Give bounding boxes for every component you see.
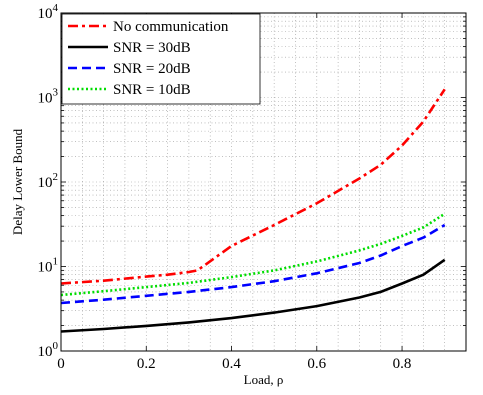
legend: No communication SNR = 30dB SNR = 20dB SNR … bbox=[61, 13, 261, 105]
x-tick-label: 0.4 bbox=[222, 356, 241, 372]
x-tick-label: 0 bbox=[57, 356, 65, 372]
y-tick-label: 103 bbox=[38, 87, 59, 107]
legend-label-1: No communication bbox=[113, 19, 229, 35]
x-tick-label: 0.2 bbox=[137, 356, 156, 372]
series-line-4 bbox=[60, 212, 446, 297]
x-tick-label: 0.8 bbox=[393, 356, 412, 372]
y-axis-label: Delay Lower Bound bbox=[10, 128, 25, 235]
x-tick-label: 0.6 bbox=[307, 356, 326, 372]
series-line-3 bbox=[60, 223, 446, 305]
tick-labels: 0 0.2 0.4 0.6 0.8 100 101 102 103 104 bbox=[38, 2, 412, 372]
legend-label-4: SNR = 10dB bbox=[113, 82, 191, 98]
y-tick-label: 104 bbox=[38, 2, 59, 22]
legend-label-3: SNR = 20dB bbox=[113, 61, 191, 77]
legend-label-2: SNR = 30dB bbox=[113, 40, 191, 56]
y-tick-label: 102 bbox=[38, 171, 59, 191]
series-line-1 bbox=[60, 88, 446, 285]
axis-ticks bbox=[60, 13, 466, 352]
series-line-2 bbox=[60, 258, 446, 333]
y-tick-label: 100 bbox=[38, 340, 59, 360]
x-axis-label: Load, ρ bbox=[244, 372, 284, 387]
series-lines bbox=[60, 88, 446, 333]
y-tick-label: 101 bbox=[38, 256, 59, 276]
